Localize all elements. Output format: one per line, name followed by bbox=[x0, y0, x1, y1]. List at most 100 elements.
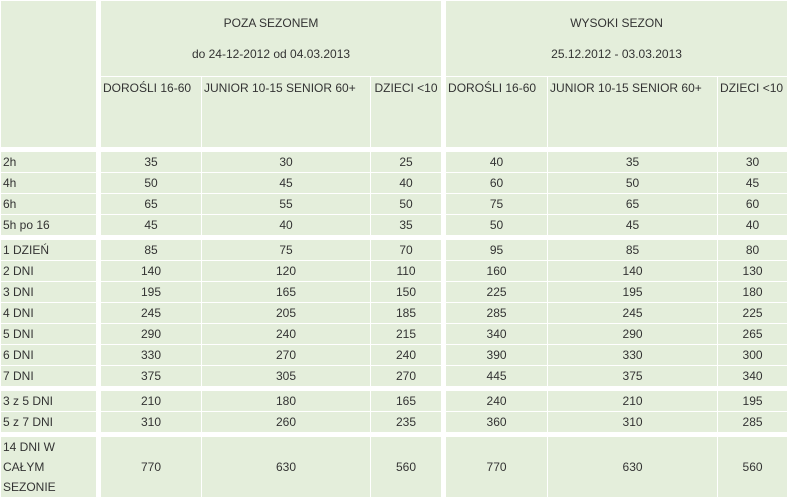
price-cell: 180 bbox=[201, 386, 371, 412]
price-cell: 225 bbox=[717, 302, 787, 324]
table-row: 3 DNI 195 165 150 225 195 180 bbox=[0, 281, 787, 303]
table-row: 5 z 7 DNI 310 260 235 360 310 285 bbox=[0, 411, 787, 435]
table-row: 4h 50 45 40 60 50 45 bbox=[0, 172, 787, 194]
season-dates: 25.12.2012 - 03.03.2013 bbox=[551, 47, 682, 61]
season-title: WYSOKI SEZON bbox=[570, 16, 663, 30]
price-cell: 35 bbox=[547, 147, 719, 173]
row-label: 5h po 16 bbox=[0, 214, 99, 238]
price-cell: 375 bbox=[547, 365, 719, 389]
price-cell: 195 bbox=[96, 281, 202, 303]
price-cell: 180 bbox=[717, 281, 787, 303]
price-cell: 310 bbox=[547, 411, 719, 435]
price-cell: 770 bbox=[96, 432, 202, 498]
price-cell: 310 bbox=[96, 411, 202, 435]
table-row: 5 DNI 290 240 215 340 290 265 bbox=[0, 323, 787, 345]
table-row: 2h 35 30 25 40 35 30 bbox=[0, 147, 787, 173]
table-row: 6 DNI 330 270 240 390 330 300 bbox=[0, 344, 787, 366]
table-row: 6h 65 55 50 75 65 60 bbox=[0, 193, 787, 215]
price-cell: 225 bbox=[441, 281, 549, 303]
price-cell: 240 bbox=[201, 323, 371, 345]
price-cell: 340 bbox=[441, 323, 549, 345]
price-cell: 130 bbox=[717, 260, 787, 282]
table-row: 3 z 5 DNI 210 180 165 240 210 195 bbox=[0, 386, 787, 412]
season-dates: do 24-12-2012 od 04.03.2013 bbox=[191, 47, 351, 61]
price-cell: 85 bbox=[547, 235, 719, 261]
price-cell: 195 bbox=[547, 281, 719, 303]
price-cell: 305 bbox=[201, 365, 371, 389]
price-cell: 160 bbox=[441, 260, 549, 282]
price-cell: 770 bbox=[441, 432, 549, 498]
price-cell: 45 bbox=[96, 214, 202, 238]
price-cell: 70 bbox=[369, 235, 445, 261]
price-cell: 560 bbox=[717, 432, 787, 498]
price-cell: 165 bbox=[201, 281, 371, 303]
price-cell: 210 bbox=[547, 386, 719, 412]
price-cell: 65 bbox=[96, 193, 202, 215]
price-cell: 35 bbox=[96, 147, 202, 173]
row-label: 7 DNI bbox=[0, 365, 99, 389]
row-label: 6h bbox=[0, 193, 99, 215]
price-cell: 300 bbox=[717, 344, 787, 366]
season-title: POZA SEZONEM bbox=[223, 16, 319, 30]
price-cell: 60 bbox=[441, 172, 549, 194]
price-cell: 40 bbox=[441, 147, 549, 173]
column-header: JUNIOR 10-15 SENIOR 60+ bbox=[547, 76, 719, 150]
column-header-row: DOROŚLI 16-60 JUNIOR 10-15 SENIOR 60+ DZ… bbox=[1, 76, 787, 150]
price-cell: 140 bbox=[96, 260, 202, 282]
price-cell: 30 bbox=[717, 147, 787, 173]
price-cell: 265 bbox=[717, 323, 787, 345]
price-cell: 75 bbox=[201, 235, 371, 261]
price-cell: 35 bbox=[369, 214, 445, 238]
row-label: 14 DNI W CAŁYM SEZONIE bbox=[0, 432, 99, 498]
price-cell: 215 bbox=[369, 323, 445, 345]
price-cell: 60 bbox=[717, 193, 787, 215]
price-cell: 340 bbox=[717, 365, 787, 389]
row-label: 2 DNI bbox=[0, 260, 99, 282]
price-cell: 270 bbox=[201, 344, 371, 366]
table-row: 1 DZIEŃ 85 75 70 95 85 80 bbox=[0, 235, 787, 261]
price-cell: 80 bbox=[717, 235, 787, 261]
price-cell: 65 bbox=[547, 193, 719, 215]
column-header: DOROŚLI 16-60 bbox=[441, 76, 549, 150]
price-cell: 50 bbox=[441, 214, 549, 238]
price-cell: 270 bbox=[369, 365, 445, 389]
price-cell: 45 bbox=[547, 214, 719, 238]
price-cell: 290 bbox=[96, 323, 202, 345]
price-cell: 630 bbox=[547, 432, 719, 498]
price-cell: 150 bbox=[369, 281, 445, 303]
row-label: 4 DNI bbox=[0, 302, 99, 324]
row-label: 3 z 5 DNI bbox=[0, 386, 99, 412]
price-cell: 110 bbox=[369, 260, 445, 282]
price-cell: 235 bbox=[369, 411, 445, 435]
season-header-row: POZA SEZONEM do 24-12-2012 od 04.03.2013… bbox=[0, 0, 787, 150]
price-cell: 75 bbox=[441, 193, 549, 215]
price-cell: 245 bbox=[96, 302, 202, 324]
price-cell: 50 bbox=[96, 172, 202, 194]
price-cell: 360 bbox=[441, 411, 549, 435]
price-cell: 245 bbox=[547, 302, 719, 324]
price-cell: 50 bbox=[547, 172, 719, 194]
price-cell: 55 bbox=[201, 193, 371, 215]
season-high-header: WYSOKI SEZON 25.12.2012 - 03.03.2013 bbox=[441, 0, 787, 77]
price-cell: 30 bbox=[201, 147, 371, 173]
price-cell: 45 bbox=[201, 172, 371, 194]
row-label: 2h bbox=[0, 147, 99, 173]
price-cell: 260 bbox=[201, 411, 371, 435]
table-row: 14 DNI W CAŁYM SEZONIE 770 630 560 770 630 560 bbox=[0, 432, 787, 498]
column-header: DOROŚLI 16-60 bbox=[96, 76, 202, 150]
price-cell: 560 bbox=[369, 432, 445, 498]
price-cell: 140 bbox=[547, 260, 719, 282]
row-label: 4h bbox=[0, 172, 99, 194]
price-cell: 45 bbox=[717, 172, 787, 194]
price-cell: 195 bbox=[717, 386, 787, 412]
price-cell: 40 bbox=[717, 214, 787, 238]
price-cell: 95 bbox=[441, 235, 549, 261]
column-header: DZIECI <10 bbox=[717, 76, 787, 150]
column-header: DZIECI <10 bbox=[369, 76, 445, 150]
price-cell: 330 bbox=[547, 344, 719, 366]
row-label: 5 DNI bbox=[0, 323, 99, 345]
price-cell: 630 bbox=[201, 432, 371, 498]
price-cell: 330 bbox=[96, 344, 202, 366]
price-cell: 290 bbox=[547, 323, 719, 345]
